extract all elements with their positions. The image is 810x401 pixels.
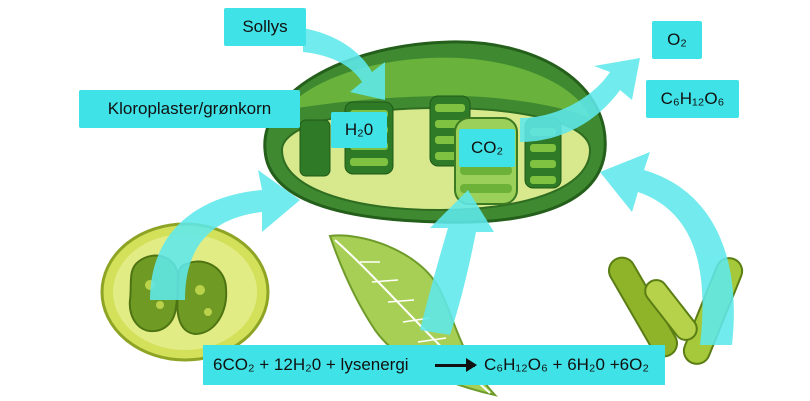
sunlight-label: Sollys — [224, 8, 306, 46]
arrow-chloroplast-to-products — [520, 58, 640, 142]
chloroplast-label: Kloroplaster/grønkorn — [79, 90, 300, 128]
arrow-leaf-to-chloroplast — [420, 190, 494, 335]
oxygen-label: O₂ — [652, 21, 702, 59]
flow-arrows — [150, 28, 734, 345]
arrow-cell-to-chloroplast — [150, 170, 300, 300]
co2-label: CO₂ — [459, 129, 515, 167]
photosynthesis-equation: 6CO₂ + 12H₂0 + lysenergi C₆H₁₂O₆ + 6H₂0 … — [203, 345, 665, 385]
equation-products: C₆H₁₂O₆ + 6H₂0 +6O₂ — [484, 355, 649, 374]
glucose-label: C₆H₁₂O₆ — [646, 80, 739, 118]
equation-reactants: 6CO₂ + 12H₂0 + lysenergi — [213, 355, 409, 374]
arrow-sunlight — [303, 28, 385, 100]
water-label: H₂0 — [331, 112, 387, 148]
right-arrow-icon — [435, 358, 477, 372]
arrow-tubes-to-chloroplast — [600, 152, 734, 345]
